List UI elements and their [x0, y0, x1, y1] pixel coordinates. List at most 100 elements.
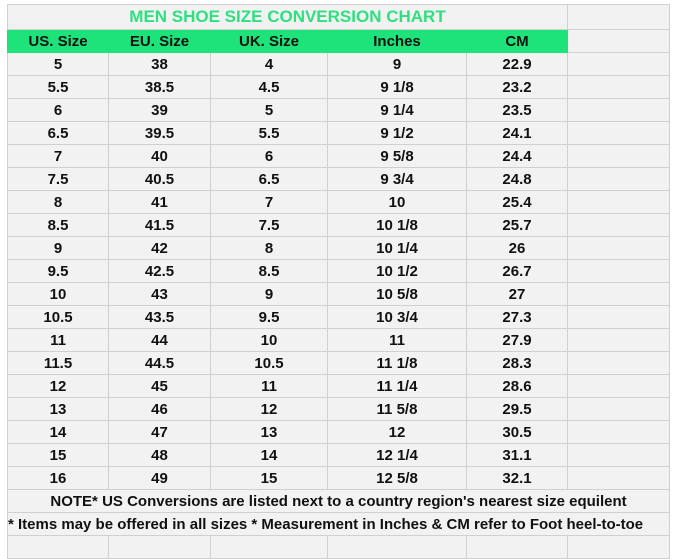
empty-cell[interactable] [7, 535, 109, 559]
cell-cm[interactable]: 24.4 [466, 144, 568, 168]
cell-eu-size[interactable]: 42.5 [108, 259, 211, 283]
empty-cell[interactable] [567, 121, 670, 145]
cell-eu-size[interactable]: 43 [108, 282, 211, 306]
cell-inches[interactable]: 9 [327, 52, 467, 76]
cell-uk-size[interactable]: 7 [210, 190, 328, 214]
cell-uk-size[interactable]: 13 [210, 420, 328, 444]
empty-cell[interactable] [567, 374, 670, 398]
cell-uk-size[interactable]: 10 [210, 328, 328, 352]
cell-eu-size[interactable]: 39 [108, 98, 211, 122]
empty-cell[interactable] [567, 75, 670, 99]
empty-cell[interactable] [567, 535, 670, 559]
cell-us-size[interactable]: 11 [7, 328, 109, 352]
empty-cell[interactable] [567, 190, 670, 214]
cell-cm[interactable]: 25.7 [466, 213, 568, 237]
cell-eu-size[interactable]: 43.5 [108, 305, 211, 329]
cell-cm[interactable]: 22.9 [466, 52, 568, 76]
cell-eu-size[interactable]: 44 [108, 328, 211, 352]
cell-inches[interactable]: 10 5/8 [327, 282, 467, 306]
cell-us-size[interactable]: 11.5 [7, 351, 109, 375]
empty-cell[interactable] [567, 167, 670, 191]
cell-eu-size[interactable]: 40 [108, 144, 211, 168]
cell-uk-size[interactable]: 14 [210, 443, 328, 467]
cell-us-size[interactable]: 9 [7, 236, 109, 260]
empty-cell[interactable] [210, 535, 328, 559]
cell-eu-size[interactable]: 41 [108, 190, 211, 214]
empty-cell[interactable] [466, 535, 568, 559]
header-eu-size[interactable]: EU. Size [108, 29, 211, 53]
cell-uk-size[interactable]: 8.5 [210, 259, 328, 283]
cell-eu-size[interactable]: 49 [108, 466, 211, 490]
empty-cell[interactable] [567, 29, 670, 53]
cell-inches[interactable]: 11 5/8 [327, 397, 467, 421]
cell-uk-size[interactable]: 6 [210, 144, 328, 168]
empty-cell[interactable] [567, 305, 670, 329]
cell-us-size[interactable]: 6.5 [7, 121, 109, 145]
cell-cm[interactable]: 24.1 [466, 121, 568, 145]
empty-cell[interactable] [567, 351, 670, 375]
cell-eu-size[interactable]: 41.5 [108, 213, 211, 237]
cell-uk-size[interactable]: 5.5 [210, 121, 328, 145]
cell-uk-size[interactable]: 7.5 [210, 213, 328, 237]
cell-us-size[interactable]: 6 [7, 98, 109, 122]
cell-eu-size[interactable]: 45 [108, 374, 211, 398]
cell-inches[interactable]: 12 [327, 420, 467, 444]
empty-cell[interactable] [327, 535, 467, 559]
empty-cell[interactable] [567, 420, 670, 444]
cell-uk-size[interactable]: 9 [210, 282, 328, 306]
cell-cm[interactable]: 26 [466, 236, 568, 260]
cell-inches[interactable]: 11 1/8 [327, 351, 467, 375]
cell-inches[interactable]: 9 1/8 [327, 75, 467, 99]
cell-cm[interactable]: 25.4 [466, 190, 568, 214]
cell-us-size[interactable]: 10.5 [7, 305, 109, 329]
cell-inches[interactable]: 10 3/4 [327, 305, 467, 329]
cell-us-size[interactable]: 14 [7, 420, 109, 444]
empty-cell[interactable] [567, 213, 670, 237]
cell-cm[interactable]: 32.1 [466, 466, 568, 490]
cell-inches[interactable]: 10 [327, 190, 467, 214]
header-us-size[interactable]: US. Size [7, 29, 109, 53]
empty-cell[interactable] [567, 443, 670, 467]
cell-eu-size[interactable]: 47 [108, 420, 211, 444]
empty-cell[interactable] [567, 98, 670, 122]
cell-eu-size[interactable]: 39.5 [108, 121, 211, 145]
disclaimer-row-text[interactable]: * Items may be offered in all sizes * Me… [7, 512, 670, 536]
cell-inches[interactable]: 9 1/2 [327, 121, 467, 145]
cell-inches[interactable]: 11 [327, 328, 467, 352]
empty-cell[interactable] [567, 52, 670, 76]
empty-cell[interactable] [567, 236, 670, 260]
empty-cell[interactable] [567, 4, 670, 30]
cell-uk-size[interactable]: 11 [210, 374, 328, 398]
cell-cm[interactable]: 29.5 [466, 397, 568, 421]
cell-us-size[interactable]: 10 [7, 282, 109, 306]
cell-cm[interactable]: 28.3 [466, 351, 568, 375]
empty-cell[interactable] [108, 535, 211, 559]
cell-cm[interactable]: 23.5 [466, 98, 568, 122]
note-row-text[interactable]: NOTE* US Conversions are listed next to … [7, 489, 670, 513]
cell-us-size[interactable]: 13 [7, 397, 109, 421]
cell-uk-size[interactable]: 12 [210, 397, 328, 421]
cell-inches[interactable]: 11 1/4 [327, 374, 467, 398]
empty-cell[interactable] [567, 144, 670, 168]
cell-inches[interactable]: 10 1/8 [327, 213, 467, 237]
cell-inches[interactable]: 9 1/4 [327, 98, 467, 122]
cell-uk-size[interactable]: 4 [210, 52, 328, 76]
empty-cell[interactable] [567, 259, 670, 283]
cell-us-size[interactable]: 7 [7, 144, 109, 168]
cell-cm[interactable]: 27.3 [466, 305, 568, 329]
cell-inches[interactable]: 9 5/8 [327, 144, 467, 168]
empty-cell[interactable] [567, 397, 670, 421]
cell-us-size[interactable]: 8 [7, 190, 109, 214]
header-uk-size[interactable]: UK. Size [210, 29, 328, 53]
cell-uk-size[interactable]: 6.5 [210, 167, 328, 191]
header-inches[interactable]: Inches [327, 29, 467, 53]
cell-cm[interactable]: 24.8 [466, 167, 568, 191]
cell-uk-size[interactable]: 5 [210, 98, 328, 122]
cell-eu-size[interactable]: 38 [108, 52, 211, 76]
cell-us-size[interactable]: 15 [7, 443, 109, 467]
header-cm[interactable]: CM [466, 29, 568, 53]
empty-cell[interactable] [567, 466, 670, 490]
cell-inches[interactable]: 9 3/4 [327, 167, 467, 191]
cell-eu-size[interactable]: 48 [108, 443, 211, 467]
cell-inches[interactable]: 10 1/4 [327, 236, 467, 260]
